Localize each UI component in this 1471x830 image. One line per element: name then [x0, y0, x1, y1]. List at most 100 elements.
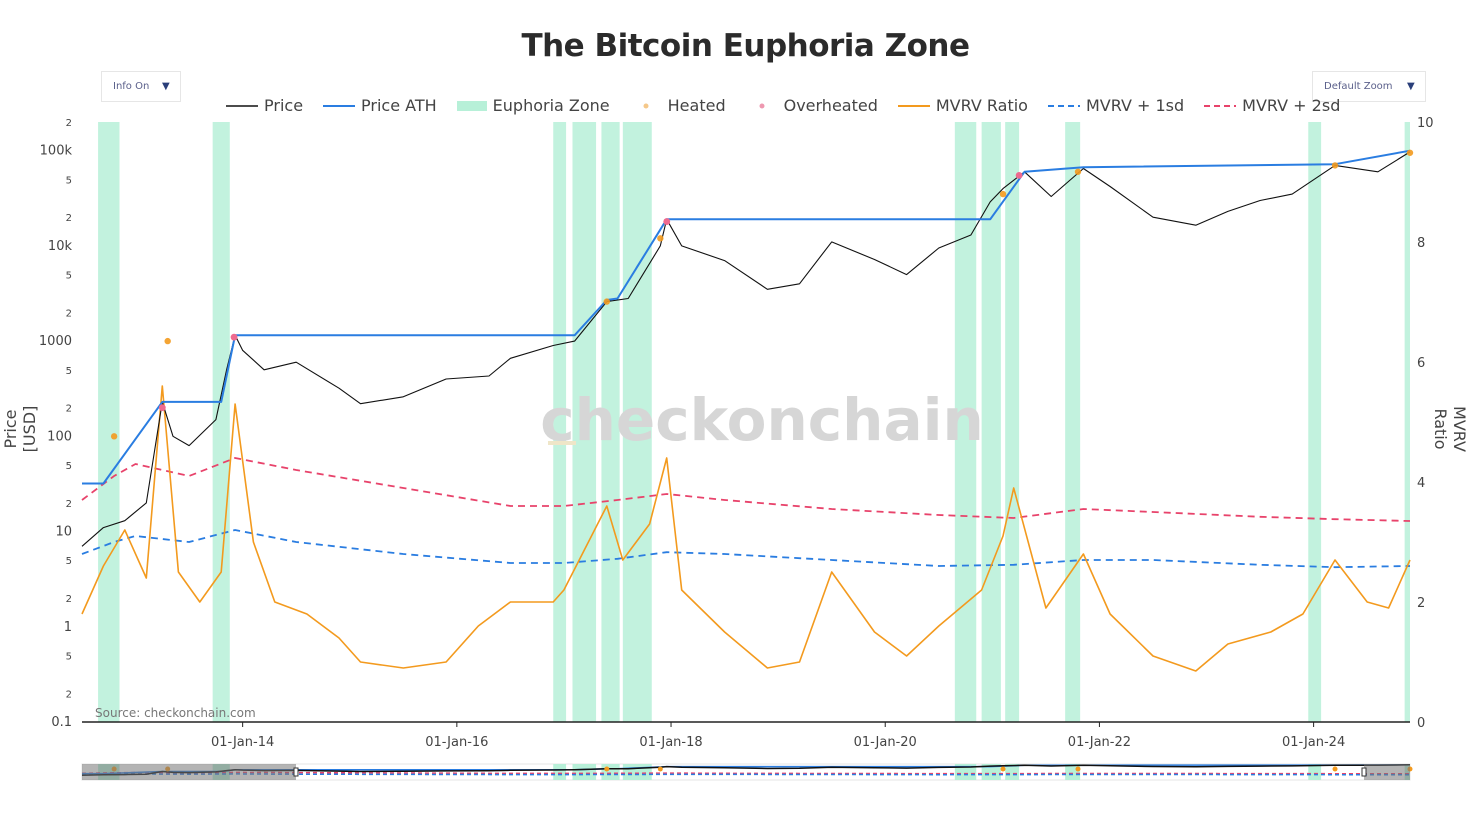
chart-title: The Bitcoin Euphoria Zone: [521, 28, 970, 64]
y-tick-label: 2: [66, 689, 72, 700]
source-note: Source: checkonchain.com: [95, 706, 256, 720]
legend: Price Price ATH Euphoria Zone Heated Ove…: [226, 96, 1360, 115]
y-tick-label: 2: [66, 594, 72, 605]
legend-label-heated: Heated: [667, 96, 726, 115]
y-tick-label: 1: [64, 620, 72, 635]
euphoria-zone-band: [572, 122, 597, 722]
series-line-mvrv-ratio: [81, 385, 1411, 672]
y2-tick-label: 10: [1417, 116, 1434, 131]
series-line-mvrv-1sd: [81, 529, 1411, 569]
y2-tick-label: 2: [1417, 596, 1425, 611]
heated-dot: [164, 337, 171, 345]
navigator-zone: [1065, 764, 1081, 780]
watermark: checkonchain: [540, 386, 984, 454]
chevron-down-icon: ▼: [162, 81, 170, 92]
range-navigator[interactable]: [81, 763, 1413, 781]
series-lines: [81, 149, 1411, 672]
euphoria-zone-band: [954, 122, 977, 722]
overheated-dot: [230, 333, 238, 341]
legend-item-mvrv-2sd[interactable]: MVRV + 2sd: [1204, 96, 1340, 115]
legend-item-price-ath[interactable]: Price ATH: [323, 96, 437, 115]
euphoria-zone-band: [1005, 122, 1020, 722]
navigator-zone: [1005, 764, 1020, 780]
navigator-handle-right[interactable]: [1361, 767, 1367, 777]
y-tick-label: 5: [66, 271, 72, 282]
y2-tick-label: 8: [1417, 236, 1425, 251]
y-tick-label: 5: [66, 556, 72, 567]
y-tick-label: 10: [55, 525, 72, 540]
legend-item-heated[interactable]: Heated: [630, 96, 726, 115]
series-line-price: [81, 151, 1411, 547]
euphoria-zones: [98, 122, 1410, 722]
y-tick-label: 100: [47, 429, 72, 444]
navigator-mask-left: [82, 764, 296, 780]
heated-dot: [999, 190, 1007, 198]
y-tick-label: 1000: [39, 334, 72, 349]
overheated-dot: [1015, 171, 1023, 179]
y-tick-label: 2: [66, 404, 72, 415]
navigator-handle-left[interactable]: [293, 767, 299, 777]
euphoria-zone-band: [981, 122, 1001, 722]
legend-item-euphoria-zone[interactable]: Euphoria Zone: [456, 96, 610, 115]
y-tick-label: 2: [66, 499, 72, 510]
y-tick-label: 2: [66, 308, 72, 319]
legend-label-euphoria-zone: Euphoria Zone: [492, 96, 610, 115]
zoom-dropdown[interactable]: Default Zoom ▼: [1312, 71, 1426, 102]
x-tick-label: 01-Jan-18: [639, 735, 702, 750]
navigator-zone: [553, 764, 567, 780]
navigator-mask-right: [1364, 764, 1410, 780]
x-tick-label: 01-Jan-14: [211, 735, 274, 750]
y-tick-label: 2: [66, 213, 72, 224]
signal-dots: [110, 149, 1414, 440]
legend-item-overheated[interactable]: Overheated: [746, 96, 878, 115]
y-tick-label: 2: [66, 118, 72, 129]
euphoria-zone-band: [212, 122, 230, 722]
navigator-dot: [1000, 766, 1006, 772]
legend-item-mvrv-1sd[interactable]: MVRV + 1sd: [1047, 96, 1185, 115]
euphoria-zone-band: [553, 122, 567, 722]
y-tick-label: 5: [66, 651, 72, 662]
legend-label-price: Price: [264, 96, 304, 115]
heated-dot: [110, 433, 118, 440]
y2-tick-label: 6: [1417, 356, 1425, 371]
legend-label-overheated: Overheated: [783, 96, 878, 115]
heated-dot: [657, 235, 664, 242]
legend-label-mvrv-ratio: MVRV Ratio: [935, 96, 1028, 115]
heated-dot: [603, 298, 610, 305]
y2-tick-label: 4: [1417, 476, 1425, 491]
legend-label-mvrv-2sd: MVRV + 2sd: [1242, 96, 1341, 115]
heated-dot: [1074, 168, 1082, 175]
axes: 01-Jan-14 01-Jan-16 01-Jan-18 01-Jan-20 01-J…: [39, 116, 1434, 750]
navigator-zone: [622, 764, 652, 780]
euphoria-zone-band: [601, 122, 620, 722]
heated-dot: [1331, 162, 1339, 169]
y2-tick-label: 0: [1417, 716, 1425, 731]
zoom-label: Default Zoom: [1324, 81, 1393, 92]
overheated-dot: [663, 218, 671, 225]
navigator-dot: [657, 766, 663, 772]
navigator-dot: [1332, 766, 1338, 772]
navigator-dot: [604, 766, 610, 772]
navigator-zone: [1308, 764, 1322, 780]
chevron-down-icon: ▼: [1407, 81, 1415, 92]
navigator-zone: [572, 764, 597, 780]
euphoria-zone-band: [1404, 122, 1410, 722]
y-tick-label: 10k: [48, 239, 73, 254]
y-tick-label: 100k: [40, 144, 73, 159]
info-toggle-label: Info On: [113, 81, 150, 92]
legend-label-price-ath: Price ATH: [361, 96, 437, 115]
euphoria-zone-band: [622, 122, 652, 722]
legend-item-mvrv-ratio[interactable]: MVRV Ratio: [897, 96, 1028, 115]
euphoria-zone-band: [98, 122, 120, 722]
euphoria-zone-band: [1065, 122, 1081, 722]
legend-label-mvrv-1sd: MVRV + 1sd: [1085, 96, 1185, 115]
legend-item-price[interactable]: Price: [226, 96, 303, 115]
x-tick-label: 01-Jan-24: [1282, 735, 1345, 750]
series-line-mvrv-2sd: [81, 457, 1411, 522]
overheated-dot: [158, 404, 166, 412]
info-toggle-dropdown[interactable]: Info On ▼: [101, 71, 181, 102]
navigator-zone: [981, 764, 1001, 780]
y-tick-label: 5: [66, 366, 72, 377]
series-line-price-ath: [82, 149, 1411, 485]
